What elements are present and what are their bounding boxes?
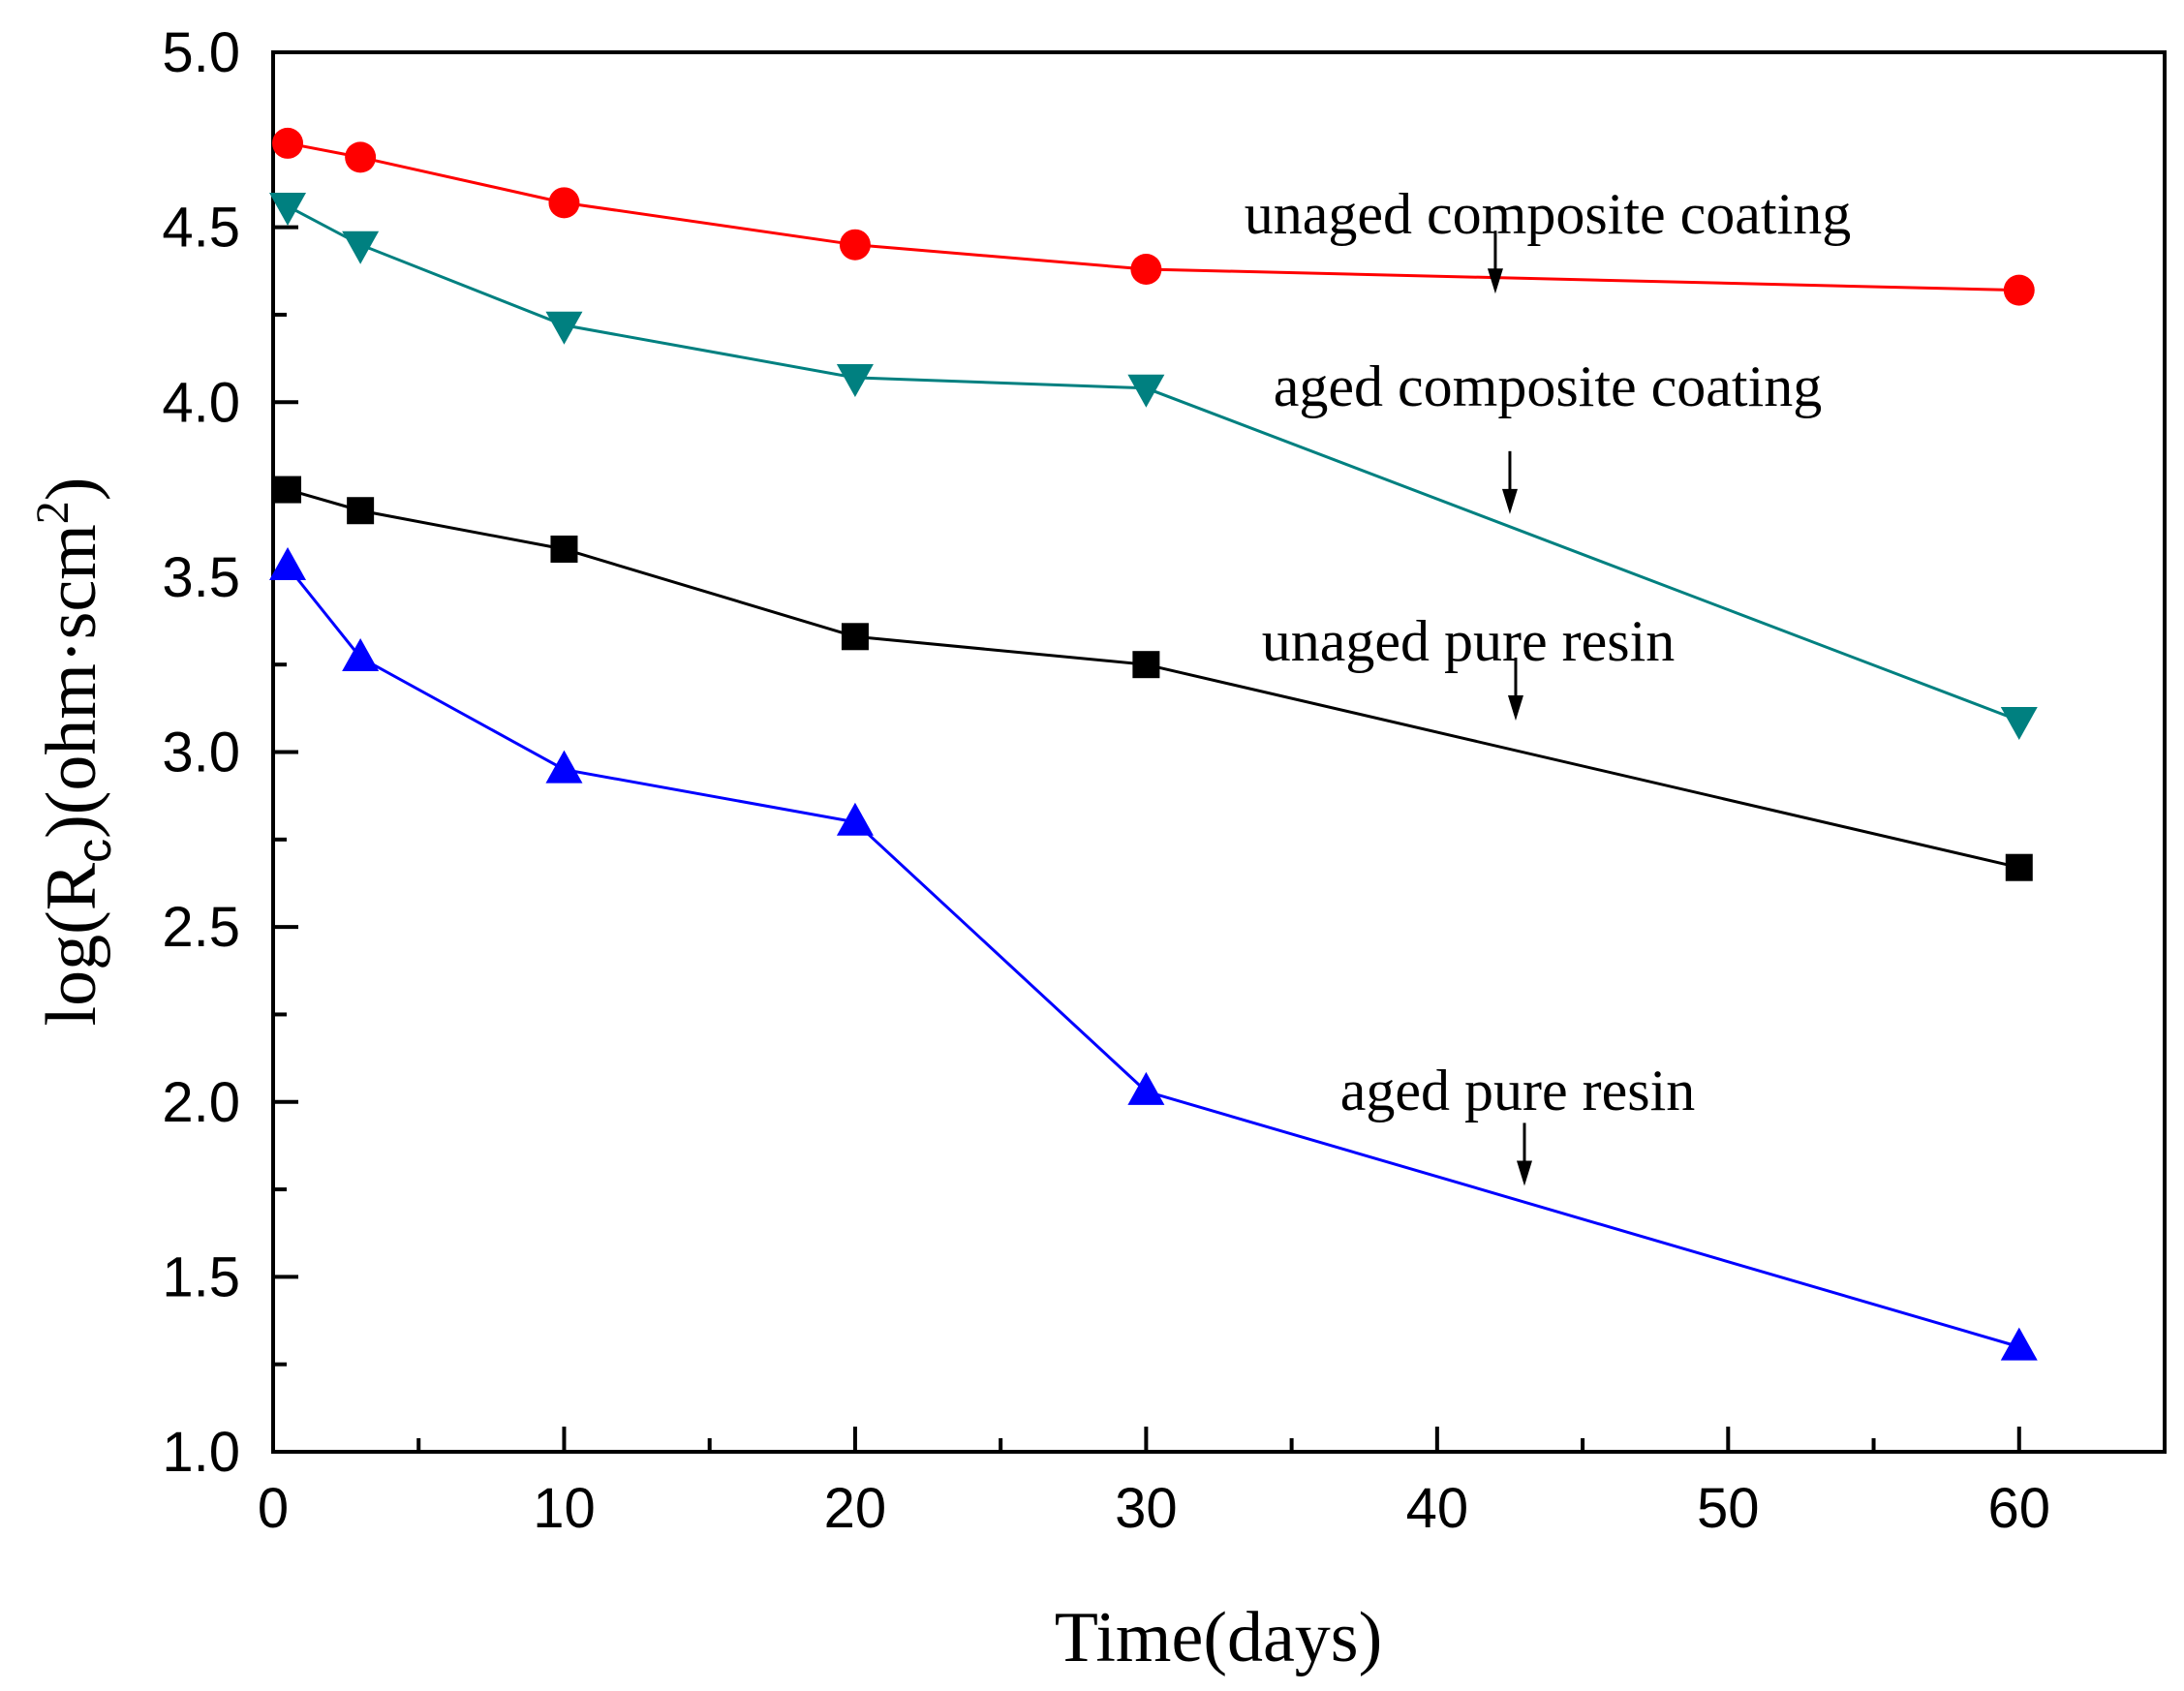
x-axis-title: Time(days) — [1055, 1598, 1383, 1677]
x-tick-label: 10 — [533, 1477, 596, 1540]
unaged-pure-resin-line — [287, 488, 2020, 870]
y-tick-label: 2.5 — [162, 896, 240, 959]
aged-composite-coating-point — [2000, 706, 2038, 740]
aged-pure-resin-point — [1127, 1071, 1165, 1105]
unaged-pure-resin-point — [550, 535, 578, 563]
aged-pure-resin-point — [545, 750, 583, 784]
y-axis-title-suffix: ) — [32, 477, 111, 502]
annotation-label: aged composite coating — [1274, 354, 1822, 418]
series-group — [269, 127, 2038, 1361]
y-tick-label: 4.5 — [162, 197, 240, 260]
y-axis-title: log(Rc)(ohm·scm2) — [27, 477, 121, 1027]
annotations-group: unaged composite coating aged composite c… — [1245, 182, 1851, 1186]
unaged-composite-coating-point — [272, 127, 304, 159]
y-axis-title-subscript: c — [67, 839, 121, 863]
unaged-composite-coating-point — [1130, 253, 1162, 285]
y-tick-label: 3.0 — [162, 722, 240, 784]
annotation-label: unaged composite coating — [1245, 182, 1851, 246]
aged-composite-coating-point — [342, 231, 380, 264]
x-tick-label: 60 — [1988, 1477, 2051, 1540]
annotation-arrow-head — [1516, 1160, 1532, 1186]
y-tick-label: 1.5 — [162, 1245, 240, 1308]
unaged-composite-coating-point — [345, 141, 377, 173]
annotation-arrow-head — [1487, 268, 1503, 294]
x-tick-label: 30 — [1115, 1477, 1178, 1540]
y-tick-label: 1.0 — [162, 1421, 240, 1484]
y-axis-title-prefix: log(R — [32, 862, 111, 1026]
unaged-composite-coating-point — [548, 187, 580, 219]
annotation-arrow-head — [1501, 488, 1518, 514]
aged-pure-resin-point — [269, 547, 307, 581]
y-axis-title-middle: )(ohm·scm — [32, 524, 111, 839]
annotation-label: unaged pure resin — [1262, 609, 1676, 673]
y-tick-label: 4.0 — [162, 371, 240, 434]
aged-composite-coating-point — [269, 192, 307, 226]
aged-composite-coating-point — [1127, 374, 1165, 408]
aged-composite-coating-point — [545, 311, 583, 345]
x-tick-label: 50 — [1697, 1477, 1760, 1540]
aged-composite-coating-point — [836, 363, 874, 397]
x-tick-label: 40 — [1406, 1477, 1469, 1540]
aged-pure-resin-point — [342, 637, 380, 671]
unaged-pure-resin-point — [274, 476, 302, 504]
unaged-pure-resin-point — [347, 497, 375, 525]
y-tick-label: 3.5 — [162, 546, 240, 609]
y-axis-title-superscript: 2 — [27, 501, 78, 524]
annotation-label: aged pure resin — [1340, 1059, 1696, 1122]
axis-ticks: 0 10 20 30 40 50 60 1.0 1.5 2.0 2.5 3.0 3.5 4.0 4.5 5.0 — [162, 21, 2050, 1540]
unaged-composite-coating-point — [2003, 274, 2035, 306]
x-tick-label: 0 — [258, 1477, 289, 1540]
aged-pure-resin-point — [836, 802, 874, 836]
unaged-pure-resin-point — [1132, 651, 1160, 679]
y-tick-label: 5.0 — [162, 21, 240, 84]
aged-pure-resin-line — [286, 566, 2020, 1349]
aged-pure-resin-point — [2000, 1327, 2038, 1361]
annotation-arrow-head — [1507, 694, 1523, 721]
x-tick-label: 20 — [824, 1477, 887, 1540]
y-tick-label: 2.0 — [162, 1071, 240, 1134]
unaged-pure-resin-point — [2005, 853, 2033, 881]
unaged-pure-resin-point — [841, 623, 869, 651]
plot-frame — [271, 50, 2167, 1454]
unaged-composite-coating-point — [839, 229, 871, 261]
